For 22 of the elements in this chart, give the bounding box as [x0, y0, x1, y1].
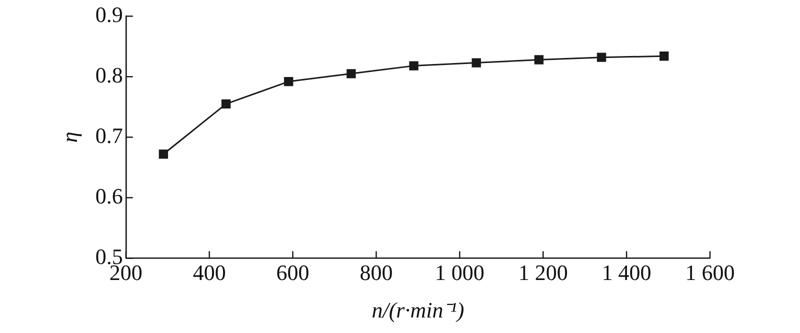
x-tick-label: 1 600 [685, 260, 735, 286]
point [158, 150, 168, 159]
point [284, 76, 294, 86]
x-tick-label: 600 [276, 260, 310, 286]
point [221, 99, 231, 109]
x-tick-label: 1 000 [434, 260, 484, 286]
point [660, 52, 669, 61]
y-tick-label: 0.9 [95, 2, 123, 27]
x-tick-label: 800 [360, 260, 393, 286]
point [409, 61, 418, 70]
x-axis-title: n/(r·min⁻¹) [372, 298, 464, 323]
point [346, 69, 356, 78]
y-tick-label: 0.7 [95, 122, 123, 148]
y-tick-label: 0.6 [95, 183, 123, 208]
y-axis-title: η [56, 132, 82, 143]
x-tick-label: 1 400 [602, 260, 652, 286]
point [472, 58, 481, 68]
x-tick-label: 1 200 [518, 260, 568, 286]
point [596, 52, 606, 62]
y-tick-label: 0.8 [95, 62, 123, 88]
point [534, 55, 544, 64]
x-tick-label: 400 [192, 260, 226, 286]
